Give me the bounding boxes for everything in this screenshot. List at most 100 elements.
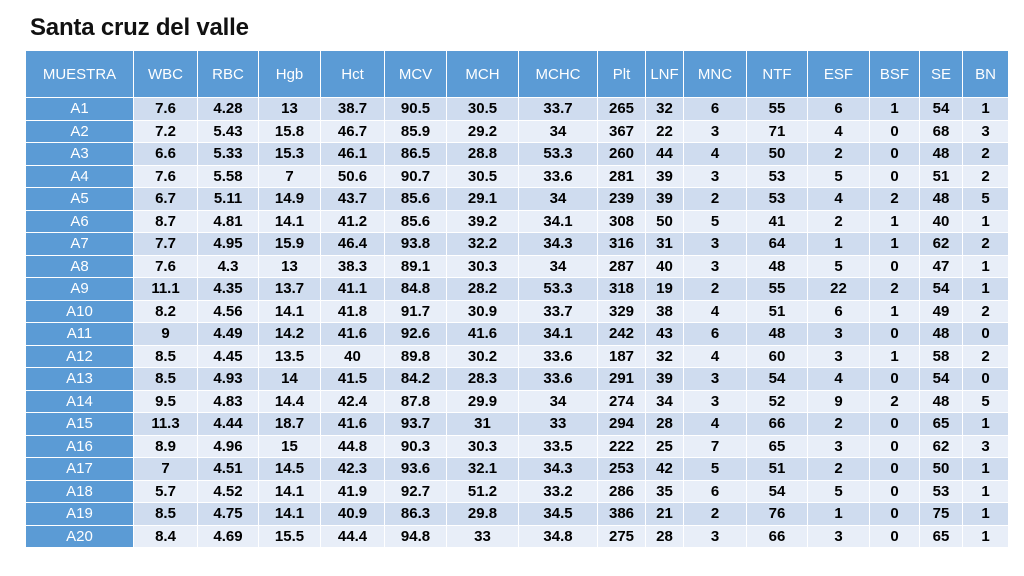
cell-bsf: 0 — [869, 457, 920, 481]
cell-mch: 30.5 — [446, 97, 519, 121]
column-header-rbc: RBC — [197, 50, 259, 98]
cell-rbc: 4.51 — [197, 457, 259, 481]
cell-mcv: 92.6 — [384, 322, 447, 346]
cell-bn: 1 — [962, 479, 1009, 503]
cell-mch: 30.3 — [446, 434, 519, 458]
cell-hgb: 14.1 — [258, 299, 321, 323]
table-row: A2 7.2 5.43 15.8 46.7 85.9 29.2 34 367 22 3 71 4 0 68 3 — [25, 119, 1009, 143]
table-row: A18 5.7 4.52 14.1 41.9 92.7 51.2 33.2 286 35 6 54 5 0… — [25, 479, 1009, 503]
cell-mcv: 85.9 — [384, 119, 447, 143]
cell-mcv: 86.5 — [384, 142, 447, 166]
cell-rbc: 4.96 — [197, 434, 259, 458]
cell-mcv: 90.3 — [384, 434, 447, 458]
cell-rbc: 4.52 — [197, 479, 259, 503]
cell-mchc: 34.5 — [518, 502, 598, 526]
cell-ntf: 54 — [746, 479, 808, 503]
column-header-mcv: MCV — [384, 50, 447, 98]
sample-id-cell: A12 — [25, 344, 134, 368]
cell-mch: 29.8 — [446, 502, 519, 526]
cell-bsf: 1 — [869, 232, 920, 256]
cell-mch: 30.9 — [446, 299, 519, 323]
cell-plt: 367 — [597, 119, 646, 143]
sample-id-cell: A16 — [25, 434, 134, 458]
cell-plt: 260 — [597, 142, 646, 166]
cell-se: 62 — [919, 232, 963, 256]
cell-se: 58 — [919, 344, 963, 368]
cell-rbc: 4.35 — [197, 277, 259, 301]
cell-hct: 50.6 — [320, 164, 385, 188]
cell-hgb: 18.7 — [258, 412, 321, 436]
data-table: MUESTRA WBC RBC Hgb Hct MCV MCH MCHC Plt LNF MNC NT… — [25, 50, 1009, 548]
table-row: A12 8.5 4.45 13.5 40 89.8 30.2 33.6 187 32 4 60 3 1 58… — [25, 344, 1009, 368]
cell-rbc: 5.58 — [197, 164, 259, 188]
cell-bsf: 1 — [869, 299, 920, 323]
cell-mcv: 94.8 — [384, 524, 447, 548]
cell-mnc: 4 — [683, 344, 747, 368]
cell-plt: 253 — [597, 457, 646, 481]
cell-mchc: 34.1 — [518, 209, 598, 233]
cell-mchc: 34.3 — [518, 457, 598, 481]
cell-mchc: 33.6 — [518, 344, 598, 368]
cell-bn: 1 — [962, 277, 1009, 301]
cell-lnf: 43 — [645, 322, 684, 346]
cell-ntf: 41 — [746, 209, 808, 233]
cell-mcv: 93.8 — [384, 232, 447, 256]
cell-hct: 46.1 — [320, 142, 385, 166]
cell-lnf: 34 — [645, 389, 684, 413]
cell-bn: 2 — [962, 232, 1009, 256]
cell-esf: 4 — [807, 367, 870, 391]
cell-mnc: 3 — [683, 367, 747, 391]
cell-wbc: 8.7 — [133, 209, 198, 233]
cell-mnc: 3 — [683, 389, 747, 413]
cell-rbc: 5.33 — [197, 142, 259, 166]
table-row: A17 7 4.51 14.5 42.3 93.6 32.1 34.3 253 42 5 51 2 0 50… — [25, 457, 1009, 481]
cell-hgb: 14.2 — [258, 322, 321, 346]
cell-rbc: 4.56 — [197, 299, 259, 323]
cell-ntf: 48 — [746, 322, 808, 346]
cell-ntf: 66 — [746, 524, 808, 548]
cell-mchc: 34 — [518, 187, 598, 211]
cell-bn: 1 — [962, 524, 1009, 548]
cell-bsf: 0 — [869, 254, 920, 278]
cell-mnc: 6 — [683, 322, 747, 346]
cell-rbc: 4.3 — [197, 254, 259, 278]
cell-esf: 6 — [807, 97, 870, 121]
cell-mnc: 4 — [683, 142, 747, 166]
cell-bsf: 0 — [869, 142, 920, 166]
cell-mchc: 34.1 — [518, 322, 598, 346]
table-row: A5 6.7 5.11 14.9 43.7 85.6 29.1 34 239 39 2 53 4 2 48 5 — [25, 187, 1009, 211]
cell-rbc: 4.93 — [197, 367, 259, 391]
cell-hct: 46.7 — [320, 119, 385, 143]
cell-wbc: 9 — [133, 322, 198, 346]
cell-ntf: 66 — [746, 412, 808, 436]
cell-mnc: 3 — [683, 164, 747, 188]
cell-esf: 3 — [807, 344, 870, 368]
cell-plt: 286 — [597, 479, 646, 503]
cell-ntf: 51 — [746, 299, 808, 323]
cell-hct: 43.7 — [320, 187, 385, 211]
table-row: A19 8.5 4.75 14.1 40.9 86.3 29.8 34.5 386 21 2 76 1 0… — [25, 502, 1009, 526]
cell-hct: 41.9 — [320, 479, 385, 503]
cell-rbc: 5.11 — [197, 187, 259, 211]
cell-bn: 0 — [962, 322, 1009, 346]
cell-ntf: 60 — [746, 344, 808, 368]
column-header-muestra: MUESTRA — [25, 50, 134, 98]
sample-id-cell: A19 — [25, 502, 134, 526]
cell-esf: 2 — [807, 209, 870, 233]
cell-bsf: 2 — [869, 277, 920, 301]
cell-hgb: 15.9 — [258, 232, 321, 256]
cell-esf: 1 — [807, 502, 870, 526]
cell-bn: 5 — [962, 389, 1009, 413]
cell-bsf: 1 — [869, 344, 920, 368]
cell-mcv: 89.8 — [384, 344, 447, 368]
cell-wbc: 7.6 — [133, 97, 198, 121]
cell-ntf: 65 — [746, 434, 808, 458]
cell-plt: 329 — [597, 299, 646, 323]
cell-wbc: 8.5 — [133, 502, 198, 526]
column-header-mchc: MCHC — [518, 50, 598, 98]
sample-id-cell: A7 — [25, 232, 134, 256]
cell-ntf: 64 — [746, 232, 808, 256]
cell-mch: 28.2 — [446, 277, 519, 301]
cell-hgb: 13 — [258, 254, 321, 278]
cell-plt: 294 — [597, 412, 646, 436]
